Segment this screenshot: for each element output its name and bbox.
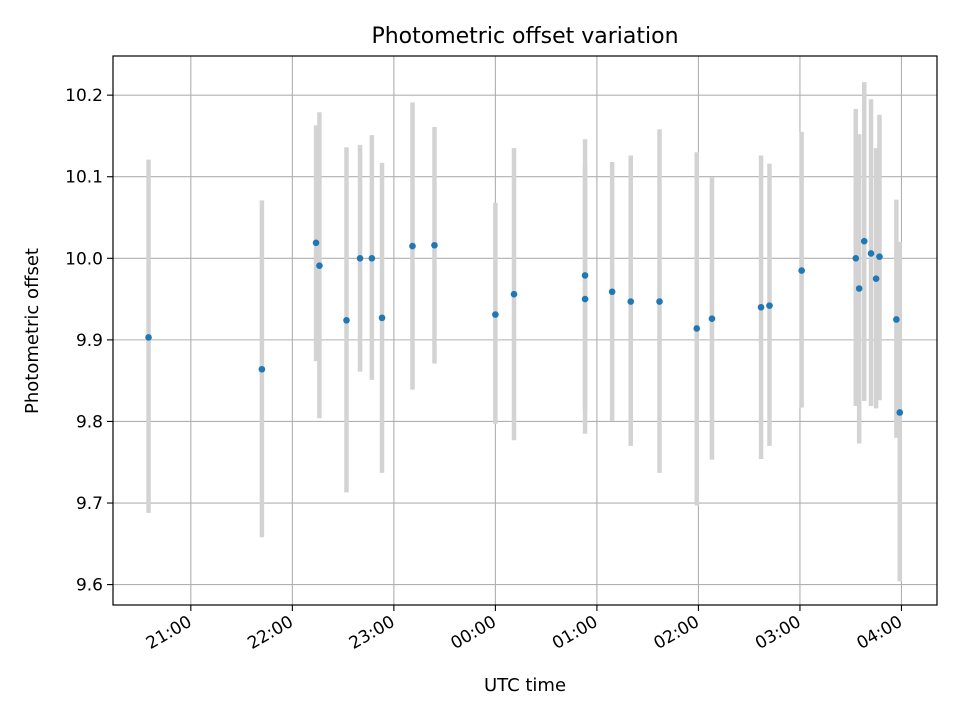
data-point: [356, 255, 364, 262]
data-point: [872, 275, 880, 282]
data-point: [757, 303, 765, 311]
y-tick-label: 10.1: [65, 168, 103, 188]
data-point: [378, 314, 386, 322]
y-tick-label: 9.6: [76, 576, 103, 596]
data-point: [145, 334, 152, 341]
data-point: [316, 262, 323, 269]
y-tick-label: 9.8: [76, 412, 103, 432]
y-axis-label: Photometric offset: [22, 248, 43, 414]
plot-frame: [112, 55, 938, 606]
data-point: [893, 316, 900, 323]
data-point: [258, 365, 266, 373]
y-tick-label: 10.2: [65, 86, 103, 106]
data-point: [492, 311, 499, 318]
chart-title: Photometric offset variation: [371, 24, 678, 49]
data-point: [855, 285, 863, 292]
y-tick-label: 9.9: [76, 331, 103, 351]
data-point: [896, 409, 904, 416]
data-point: [312, 239, 320, 247]
data-points: [145, 237, 904, 416]
data-point: [581, 295, 589, 303]
data-point: [431, 241, 438, 249]
data-point: [627, 298, 635, 305]
data-point: [876, 253, 883, 260]
data-point: [693, 325, 701, 332]
data-point: [867, 250, 875, 257]
data-point: [798, 267, 805, 274]
y-tick-label: 10.0: [65, 249, 103, 269]
data-point: [409, 242, 416, 250]
data-point: [608, 288, 616, 296]
data-point: [368, 255, 376, 262]
data-point: [510, 290, 518, 298]
data-point: [860, 237, 868, 245]
x-axis-label: UTC time: [484, 675, 566, 696]
data-point: [852, 255, 860, 262]
data-point: [343, 317, 350, 324]
data-point: [656, 298, 663, 305]
y-axis-ticks: 9.6 9.7 9.8 9.9 10.0 10.1 10.2: [65, 86, 113, 596]
data-point: [581, 272, 589, 279]
data-point: [708, 315, 716, 322]
y-tick-label: 9.7: [76, 494, 103, 514]
data-point: [766, 302, 773, 309]
